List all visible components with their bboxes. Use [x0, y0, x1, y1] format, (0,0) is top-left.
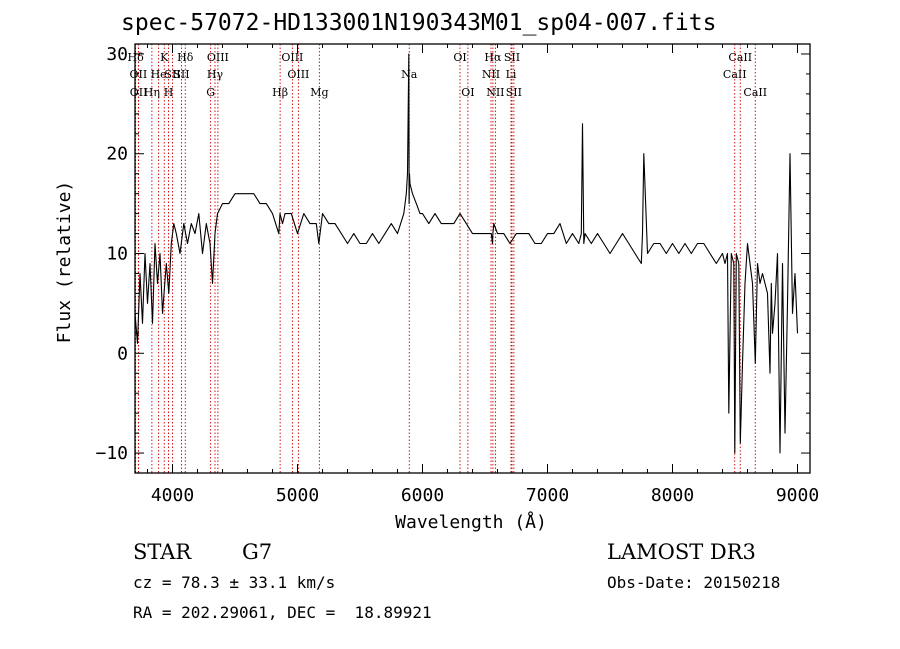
- object-class: STAR: [133, 540, 192, 564]
- spectral-line-label: OI: [461, 86, 474, 99]
- spectral-line-markers: [135, 44, 756, 473]
- y-tick-label: 30: [106, 44, 128, 65]
- spectral-line-label: OIII: [281, 51, 303, 64]
- y-tick-label: 0: [117, 343, 128, 364]
- spectral-line-label: OII: [130, 86, 148, 99]
- spectral-line-label: Hβ: [272, 86, 288, 99]
- spectral-line-label: Mg: [310, 86, 328, 99]
- y-tick-label: 10: [106, 244, 128, 265]
- survey-name: LAMOST DR3: [607, 540, 756, 564]
- redshift-velocity: cz = 78.3 ± 33.1 km/s: [133, 573, 336, 592]
- x-axis-label: Wavelength (Å): [395, 511, 547, 533]
- x-tick-label: 9000: [776, 485, 819, 506]
- spectral-line-label: NII: [482, 68, 500, 81]
- obs-date: Obs-Date: 20150218: [607, 573, 781, 592]
- spectral-line-label: SII: [504, 51, 520, 64]
- axis-ticks: 4000 5000 6000 7000 8000 9000 −10 0 10 20 30: [95, 44, 819, 506]
- spectral-line-label: Na: [401, 68, 418, 81]
- spectral-line-label: CaII: [723, 68, 747, 81]
- chart-title: spec-57072-HD133001N190343M01_sp04-007.f…: [121, 10, 717, 36]
- spectral-line-label: OIII: [287, 68, 309, 81]
- y-tick-label: −10: [95, 443, 128, 464]
- spectral-line-label: CaII: [743, 86, 767, 99]
- spectral-line-label: Hδ: [177, 51, 194, 64]
- spectral-line-label: SII: [173, 68, 189, 81]
- spectral-line-label: Hη: [144, 86, 160, 99]
- spectral-line-label: He: [151, 68, 167, 81]
- x-tick-label: 8000: [651, 485, 694, 506]
- spectral-line-label: Hδ: [128, 51, 145, 64]
- spectral-line-label: Hγ: [207, 68, 224, 81]
- spectral-line-label: Li: [506, 68, 517, 81]
- spectrum-plot-area: [134, 53, 799, 454]
- coordinates: RA = 202.29061, DEC = 18.89921: [133, 603, 432, 622]
- subclass: G7: [242, 540, 273, 564]
- spectral-line-label: H: [164, 86, 174, 99]
- spectral-line-label: SII: [164, 68, 180, 81]
- spectral-line-label: OII: [130, 68, 148, 81]
- x-tick-label: 5000: [276, 485, 319, 506]
- x-tick-label: 4000: [151, 485, 194, 506]
- spectral-line-label: SII: [506, 86, 522, 99]
- x-tick-label: 6000: [401, 485, 444, 506]
- spectral-line-label: G: [206, 86, 215, 99]
- spectral-line-label: OIII: [207, 51, 229, 64]
- spectrum-line: [134, 53, 799, 454]
- plot-frame: [134, 43, 811, 474]
- y-axis-label: Flux (relative): [54, 181, 75, 344]
- x-tick-label: 7000: [526, 485, 569, 506]
- spectral-line-label: Hα: [484, 51, 502, 64]
- y-tick-label: 20: [106, 144, 128, 165]
- spectral-line-label: CaII: [728, 51, 752, 64]
- spectral-line-label: OI: [453, 51, 466, 64]
- spectral-line-label: K: [160, 51, 169, 64]
- spectral-line-label: NII: [486, 86, 504, 99]
